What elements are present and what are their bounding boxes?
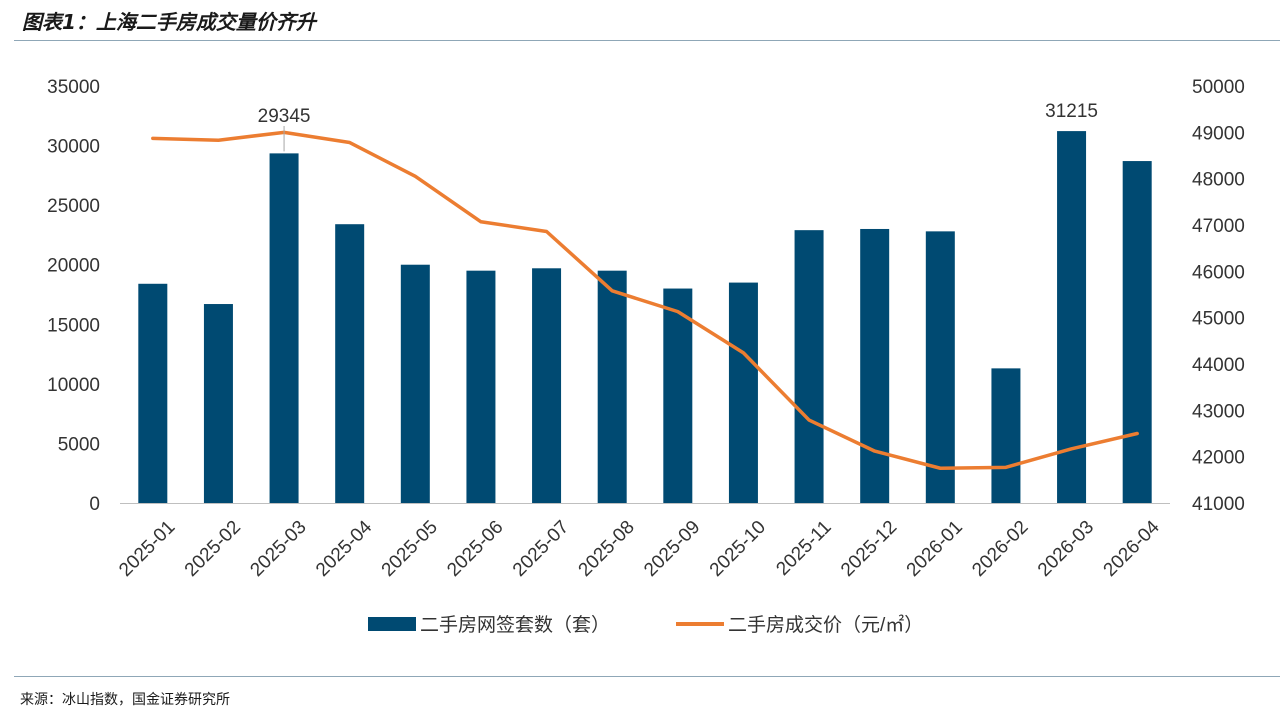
x-tick-2025-02: 2025-02 [181,517,245,581]
bar-2025-11 [794,230,824,504]
left-tick-20000: 20000 [47,256,100,277]
x-tick-2025-08: 2025-08 [575,517,639,581]
x-tick-2025-07: 2025-07 [509,517,573,581]
right-tick-50000: 50000 [1192,77,1245,98]
left-axis-ticks: 0 5000 10000 15000 20000 25000 30000 35000 [47,77,100,515]
x-tick-2025-06: 2025-06 [443,517,507,581]
x-tick-2025-10: 2025-10 [706,517,770,581]
legend: 二手房网签套数（套） 二手房成交价（元/㎡） [368,613,923,636]
left-tick-35000: 35000 [47,77,100,98]
bar-2025-04 [335,224,365,503]
x-tick-2025-03: 2025-03 [246,517,310,581]
left-tick-15000: 15000 [47,315,100,336]
legend-bar-label: 二手房网签套数（套） [420,614,610,636]
right-tick-48000: 48000 [1192,170,1245,191]
right-tick-49000: 49000 [1192,123,1245,144]
figure-title: 图表1：上海二手房成交量价齐升 [22,10,316,34]
left-tick-25000: 25000 [47,196,100,217]
x-tick-2025-05: 2025-05 [378,517,442,581]
bar-2026-03 [1057,131,1087,503]
x-axis-ticks: 2025-01 2025-02 2025-03 2025-04 2025-05 2025-… [115,516,1164,580]
combo-chart: 0 5000 10000 15000 20000 25000 30000 35000 4100… [47,77,1245,636]
bar-2025-07 [532,268,562,503]
x-tick-2026-04: 2026-04 [1100,516,1164,580]
bar-2025-06 [466,270,496,503]
right-tick-42000: 42000 [1192,448,1245,469]
bar-2025-01 [138,283,168,503]
source-note: 来源：冰山指数，国金证券研究所 [20,692,230,708]
left-tick-30000: 30000 [47,137,100,158]
legend-line-label: 二手房成交价（元/㎡） [728,613,923,636]
x-tick-2025-09: 2025-09 [640,517,704,581]
bar-series [138,131,1152,504]
right-axis-ticks: 41000 42000 43000 44000 45000 46000 47000 48000… [1192,77,1245,515]
right-tick-43000: 43000 [1192,401,1245,422]
x-tick-2026-03: 2026-03 [1034,517,1098,581]
bar-2025-03 [269,153,299,503]
x-tick-2025-11: 2025-11 [772,517,835,580]
right-tick-47000: 47000 [1192,216,1245,237]
data-label-2025-03: 29345 [258,106,311,127]
x-tick-2026-01: 2026-01 [903,517,967,581]
left-tick-10000: 10000 [47,375,100,396]
x-tick-2025-01: 2025-01 [115,517,179,581]
x-tick-2025-12: 2025-12 [837,517,901,581]
bar-2025-09 [663,288,693,503]
right-tick-45000: 45000 [1192,309,1245,330]
legend-bar-swatch [368,617,416,631]
x-tick-2026-02: 2026-02 [968,517,1032,581]
bar-2026-01 [925,231,955,503]
left-tick-0: 0 [89,494,100,515]
bar-2025-05 [400,264,430,503]
data-labels: 29345 31215 [258,101,1098,152]
bottom-divider [14,676,1280,677]
bar-2026-04 [1122,161,1152,503]
price-line [151,130,1139,470]
right-tick-41000: 41000 [1192,494,1245,515]
bar-2025-02 [203,304,233,503]
line-series [151,130,1139,470]
bar-2026-02 [991,368,1021,503]
right-tick-46000: 46000 [1192,262,1245,283]
bar-2025-10 [728,282,758,503]
bar-2025-12 [860,228,890,503]
left-tick-5000: 5000 [58,434,100,455]
top-divider [14,40,1280,41]
data-label-2026-03: 31215 [1045,101,1098,122]
x-tick-2025-04: 2025-04 [312,516,376,580]
right-tick-44000: 44000 [1192,355,1245,376]
bar-2025-08 [597,270,627,503]
